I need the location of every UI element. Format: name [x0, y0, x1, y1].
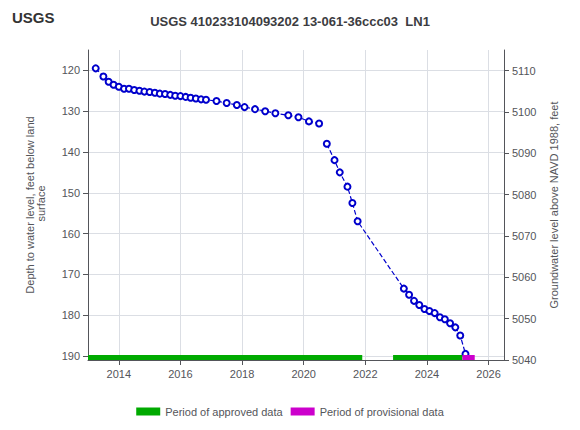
svg-text:160: 160	[62, 228, 80, 240]
svg-text:2020: 2020	[291, 368, 315, 380]
svg-text:150: 150	[62, 187, 80, 199]
svg-text:2014: 2014	[107, 368, 131, 380]
svg-text:5100: 5100	[512, 106, 536, 118]
svg-text:5070: 5070	[512, 230, 536, 242]
svg-text:Depth to water level, feet bel: Depth to water level, feet below land	[23, 116, 36, 294]
svg-text:Period of approved data: Period of approved data	[165, 406, 283, 418]
svg-text:2016: 2016	[168, 368, 192, 380]
svg-text:180: 180	[62, 309, 80, 321]
svg-text:2024: 2024	[415, 368, 439, 380]
svg-text:Groundwater level above NAVD 1: Groundwater level above NAVD 1988, feet	[548, 101, 560, 308]
svg-text:5090: 5090	[512, 147, 536, 159]
svg-text:5050: 5050	[512, 313, 536, 325]
svg-text:2026: 2026	[476, 368, 500, 380]
svg-text:120: 120	[62, 64, 80, 76]
svg-text:USGS: USGS	[12, 9, 55, 26]
svg-text:Period of provisional data: Period of provisional data	[320, 406, 445, 418]
svg-text:5040: 5040	[512, 354, 536, 366]
svg-text:5060: 5060	[512, 271, 536, 283]
svg-text:5110: 5110	[512, 65, 536, 77]
svg-text:170: 170	[62, 268, 80, 280]
svg-text:190: 190	[62, 350, 80, 362]
svg-text:USGS 410233104093202 13-061-36: USGS 410233104093202 13-061-36ccc03 LN1	[150, 14, 430, 29]
svg-text:surface: surface	[35, 185, 47, 224]
svg-text:2022: 2022	[353, 368, 377, 380]
svg-text:2018: 2018	[230, 368, 254, 380]
svg-text:5080: 5080	[512, 189, 536, 201]
svg-text:140: 140	[62, 146, 80, 158]
svg-text:130: 130	[62, 105, 80, 117]
